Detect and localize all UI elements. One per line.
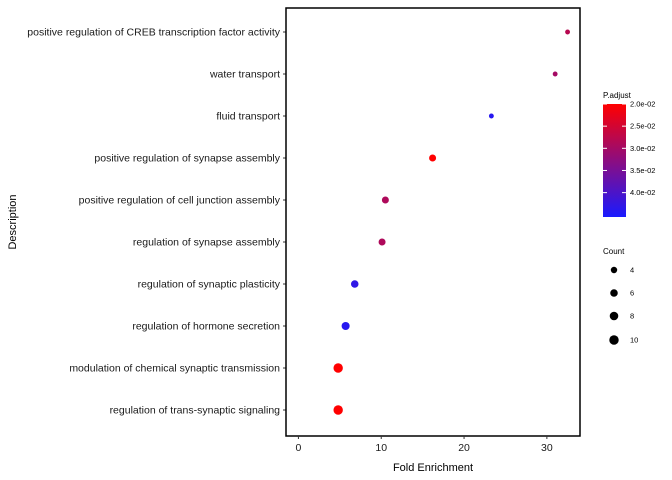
data-point — [333, 363, 343, 373]
color-legend-label: 4.0e-02 — [630, 188, 655, 197]
color-legend-label: 3.0e-02 — [630, 144, 655, 153]
y-tick-label: regulation of hormone secretion — [132, 321, 280, 333]
data-point — [333, 405, 343, 415]
size-legend-dot — [609, 311, 619, 321]
x-tick-label: 20 — [458, 442, 470, 454]
data-point — [429, 154, 437, 162]
size-legend-label: 8 — [630, 312, 634, 321]
size-legend-label: 4 — [630, 266, 634, 275]
data-point — [488, 113, 494, 119]
color-legend-bar — [603, 104, 626, 217]
color-legend-label: 2.0e-02 — [630, 100, 655, 109]
size-legend-label: 10 — [630, 336, 638, 345]
y-tick-label: positive regulation of cell junction ass… — [79, 195, 281, 207]
color-legend-title: P.adjust — [603, 91, 632, 100]
size-legend-title: Count — [603, 247, 625, 256]
size-legend-dot — [610, 266, 618, 274]
plot-panel-border — [285, 7, 581, 437]
data-point — [341, 321, 350, 331]
color-legend-label: 2.5e-02 — [630, 122, 655, 131]
size-legend: Count 4 6 8 10 — [603, 247, 638, 345]
data-point — [350, 280, 359, 288]
data-points — [333, 29, 571, 415]
y-tick-label: regulation of synapse assembly — [133, 237, 281, 249]
color-legend-label: 3.5e-02 — [630, 166, 655, 175]
y-tick-label: positive regulation of synapse assembly — [94, 153, 280, 165]
data-point — [565, 29, 571, 35]
x-tick-label: 30 — [541, 442, 553, 454]
y-tick-label: water transport — [209, 69, 280, 81]
x-axis-title: Fold Enrichment — [393, 462, 473, 474]
data-point — [552, 71, 558, 77]
y-axis-title: Description — [7, 194, 19, 249]
y-tick-label: regulation of synaptic plasticity — [138, 279, 281, 291]
x-axis-ticks: 0 10 20 30 — [296, 436, 553, 454]
y-tick-label: modulation of chemical synaptic transmis… — [69, 363, 280, 375]
y-tick-label: regulation of trans-synaptic signaling — [110, 405, 281, 417]
x-tick-label: 10 — [375, 442, 387, 454]
data-point — [378, 238, 386, 246]
y-tick-label: fluid transport — [216, 111, 280, 123]
size-legend-dot — [609, 335, 619, 345]
size-legend-dot — [610, 289, 618, 297]
x-tick-label: 0 — [296, 442, 302, 454]
y-tick-label: positive regulation of CREB transcriptio… — [27, 27, 280, 39]
category-labels: positive regulation of CREB transcriptio… — [27, 27, 286, 417]
color-legend: P.adjust 2.0e-02 2.5e-02 3.0e-02 3.5e-02 4.0… — [603, 91, 655, 217]
data-point — [381, 196, 389, 204]
size-legend-label: 6 — [630, 289, 634, 298]
